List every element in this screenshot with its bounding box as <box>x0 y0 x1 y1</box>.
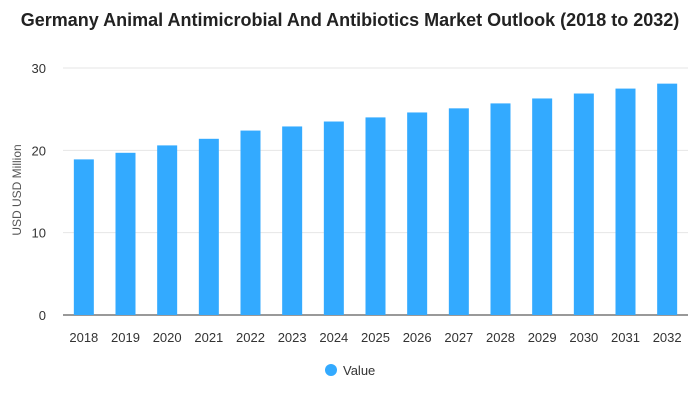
legend-label: Value <box>343 363 375 378</box>
bar-2024 <box>323 121 344 316</box>
x-tick-label: 2024 <box>319 330 348 345</box>
x-tick-label: 2032 <box>653 330 682 345</box>
x-tick-label: 2019 <box>111 330 140 345</box>
bar-2026 <box>407 112 428 316</box>
bar-2018 <box>73 159 94 315</box>
y-tick-label: 20 <box>32 143 46 158</box>
chart-title: Germany Animal Antimicrobial And Antibio… <box>20 10 680 30</box>
x-tick-label: 2018 <box>69 330 98 345</box>
x-tick-label: 2029 <box>528 330 557 345</box>
bar-2031 <box>615 88 636 315</box>
y-tick-label: 0 <box>39 308 46 323</box>
x-axis-ticks: 2018 2019 2020 2021 2022 2023 2024 2025 2026 2027… <box>69 330 681 345</box>
x-tick-label: 2027 <box>444 330 473 345</box>
x-tick-label: 2020 <box>153 330 182 345</box>
bar-2028 <box>490 103 511 315</box>
bar-2030 <box>573 93 594 315</box>
y-tick-label: 10 <box>32 226 46 241</box>
y-tick-label: 30 <box>32 61 46 76</box>
x-tick-label: 2026 <box>403 330 432 345</box>
y-axis-title: USD USD Million <box>10 144 24 235</box>
x-tick-label: 2023 <box>278 330 307 345</box>
legend-swatch <box>325 364 337 376</box>
bar-2027 <box>448 108 469 316</box>
bar-2032 <box>657 83 678 315</box>
y-axis-ticks: 0 10 20 30 <box>32 61 46 323</box>
bar-2029 <box>532 98 553 315</box>
bar-2022 <box>240 130 261 315</box>
x-tick-label: 2030 <box>569 330 598 345</box>
x-tick-label: 2025 <box>361 330 390 345</box>
x-tick-label: 2031 <box>611 330 640 345</box>
bar-2021 <box>198 138 219 315</box>
x-tick-label: 2021 <box>194 330 223 345</box>
x-tick-label: 2022 <box>236 330 265 345</box>
bar-2023 <box>282 126 303 315</box>
bar-2020 <box>157 145 178 315</box>
x-tick-label: 2028 <box>486 330 515 345</box>
bar-2025 <box>365 117 386 316</box>
legend: Value <box>325 363 375 378</box>
bar-2019 <box>115 152 136 315</box>
bars <box>73 83 678 316</box>
